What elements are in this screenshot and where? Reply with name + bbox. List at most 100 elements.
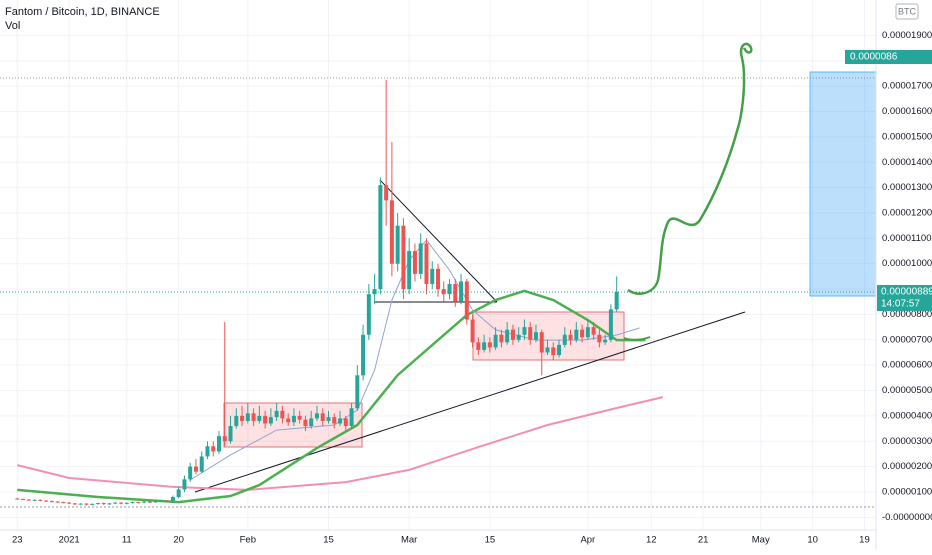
x-tick-label: 19 <box>859 535 870 546</box>
x-tick-label: 15 <box>323 535 334 546</box>
candle-body <box>15 498 20 500</box>
candle-body <box>349 408 354 427</box>
candle-body <box>274 410 279 418</box>
candle-body <box>113 502 118 504</box>
candle-body <box>78 503 83 505</box>
candle-body <box>591 327 596 335</box>
candle-body <box>309 418 314 427</box>
moving-average <box>17 289 646 504</box>
candle-body <box>401 225 406 290</box>
candle-body <box>314 413 319 419</box>
candle-body <box>245 413 250 421</box>
candle-body <box>44 500 49 502</box>
countdown: 14:07:57 <box>881 299 920 310</box>
x-tick-label: 21 <box>698 535 709 546</box>
candle-body <box>176 489 181 498</box>
candles <box>15 79 619 506</box>
candle-body <box>378 185 383 290</box>
candle-body <box>136 502 141 504</box>
y-tick-label: 0.00001100 <box>882 233 932 244</box>
candle-body <box>476 342 481 350</box>
candle-body <box>61 502 66 504</box>
volume-label: Vol <box>5 20 20 32</box>
candle-body <box>234 415 239 427</box>
candle-body <box>528 327 533 340</box>
y-tick-label: 0.00000200 <box>882 461 932 472</box>
candle-body <box>124 502 129 504</box>
candle-body <box>464 281 469 320</box>
candle-body <box>32 499 37 501</box>
candle-body <box>407 251 412 290</box>
y-tick-label: 0.00000300 <box>882 436 932 447</box>
y-tick-label: 0.00001500 <box>882 131 932 142</box>
candle-body <box>107 503 112 505</box>
candle-body <box>539 332 544 353</box>
y-tick-label: 0.00000800 <box>882 309 932 320</box>
candle-body <box>580 329 585 338</box>
candle-body <box>49 501 54 503</box>
forecast-path <box>627 42 753 295</box>
target-label: 0.0000086 <box>850 52 898 63</box>
x-tick-label: 15 <box>485 535 496 546</box>
candle-body <box>430 268 435 285</box>
candle-body <box>441 289 446 295</box>
x-tick-label: 10 <box>807 535 818 546</box>
candle-body <box>286 418 291 423</box>
candle-body <box>487 342 492 348</box>
candle-body <box>418 243 423 274</box>
candle-body <box>470 319 475 343</box>
candle-body <box>211 446 216 452</box>
candle-body <box>332 417 337 424</box>
target-tag <box>845 50 932 64</box>
candle-body <box>361 334 366 376</box>
hand-drawing <box>623 42 753 341</box>
x-tick-label: 23 <box>12 535 23 546</box>
candle-body <box>568 334 573 340</box>
last-price: 0.00000889 <box>881 287 932 298</box>
price-tag <box>877 285 932 311</box>
candle-body <box>516 334 521 340</box>
candle-body <box>26 499 31 501</box>
currency-badge <box>895 3 919 20</box>
candle-body <box>21 499 26 501</box>
candle-body <box>205 446 210 457</box>
candle-body <box>436 268 440 290</box>
candle-body <box>608 309 613 340</box>
candle-body <box>228 426 233 442</box>
candle-body <box>597 334 602 343</box>
candle-body <box>119 502 124 504</box>
x-tick-label: 11 <box>122 535 132 546</box>
x-tick-label: 20 <box>173 535 184 546</box>
moving-average <box>17 396 664 491</box>
x-tick-label: Apr <box>580 535 595 546</box>
candle-body <box>505 329 510 343</box>
candle-body <box>38 499 43 501</box>
x-tick-label: Mar <box>401 535 417 546</box>
candle-body <box>603 339 608 343</box>
candle-body <box>147 501 152 503</box>
candle-body <box>459 281 464 302</box>
candle-body <box>453 284 458 302</box>
candle-body <box>268 417 273 424</box>
x-axis: 23 2021 11 20 Feb 15 Mar 15 Apr 12 21 May 10 19 <box>12 535 870 546</box>
candle-body <box>280 410 285 419</box>
trend-line <box>194 311 746 493</box>
candle-body <box>384 185 389 201</box>
y-tick-label: 0.00000600 <box>882 360 932 371</box>
candle-body <box>320 413 325 421</box>
candle-body <box>182 479 187 490</box>
candle-body <box>366 294 371 335</box>
candle-body <box>614 291 619 310</box>
candle-body <box>217 436 221 452</box>
currency: BTC <box>898 6 917 16</box>
target-box <box>809 71 876 297</box>
trend-line <box>379 179 498 303</box>
x-tick-label: 12 <box>646 535 657 546</box>
candle-body <box>193 466 198 472</box>
candle-body <box>72 503 77 505</box>
candle-body <box>482 342 487 350</box>
candle-body <box>389 200 394 264</box>
candle-body <box>84 503 89 505</box>
candle-body <box>562 334 567 345</box>
forecast-path <box>623 336 651 341</box>
